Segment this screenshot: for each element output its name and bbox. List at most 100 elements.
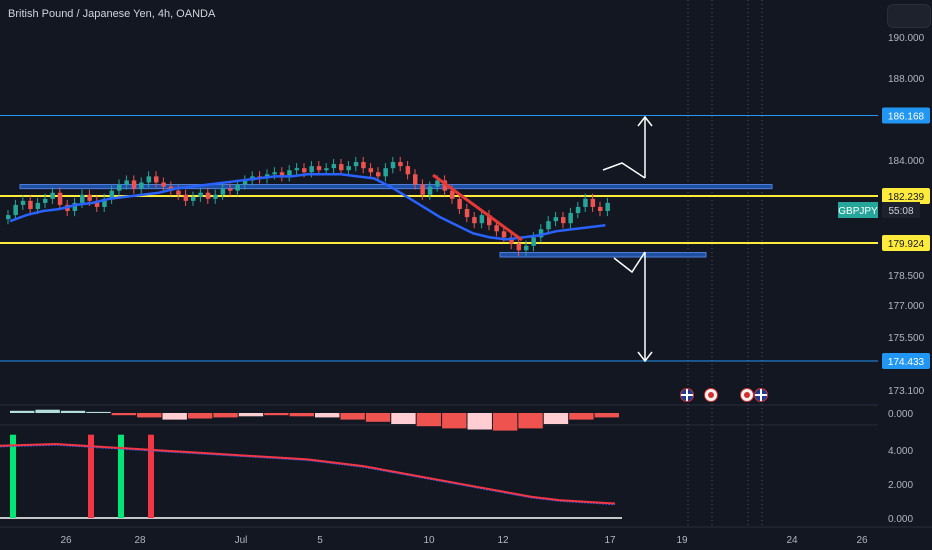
- candle-body: [57, 192, 63, 205]
- price-tag-label: 182.239: [888, 192, 925, 203]
- candle-body: [117, 184, 122, 191]
- candle-body: [531, 237, 536, 246]
- price-tag-label: 186.168: [888, 112, 925, 123]
- signal-bar: [88, 434, 94, 518]
- time-tick-label: 5: [317, 535, 323, 546]
- jp-flag-icon[interactable]: [704, 388, 718, 402]
- candle-body: [191, 196, 196, 201]
- candle-body: [302, 168, 307, 173]
- candle-body: [316, 166, 322, 171]
- candle-body: [442, 180, 448, 191]
- candle-body: [398, 162, 403, 167]
- histogram-bar: [416, 413, 442, 427]
- candle-body: [568, 213, 573, 224]
- histogram-bar: [594, 413, 619, 418]
- histogram-axis-label: 0.000: [888, 409, 913, 420]
- candle-body: [390, 162, 396, 169]
- time-tick-label: Jul: [235, 535, 248, 546]
- candle-body: [161, 182, 166, 187]
- candle-body: [546, 221, 551, 230]
- jp-flag-icon[interactable]: [740, 388, 754, 402]
- candle-body: [405, 166, 411, 175]
- histogram-bar: [289, 413, 314, 417]
- candle-body: [102, 198, 107, 207]
- candle-body: [590, 198, 596, 207]
- candle-body: [435, 180, 440, 187]
- histogram-bar: [340, 413, 365, 420]
- time-tick-label: 24: [786, 535, 798, 546]
- candle-body: [228, 188, 233, 191]
- annotation-path: [602, 162, 646, 179]
- candle-body: [176, 190, 181, 195]
- histogram-bar: [365, 413, 391, 422]
- uk-flag-icon[interactable]: [680, 388, 694, 402]
- time-tick-label: 19: [676, 535, 688, 546]
- signal-bar: [118, 434, 124, 518]
- candle-body: [20, 200, 26, 205]
- time-tick-label: 12: [497, 535, 509, 546]
- candle-body: [235, 184, 240, 191]
- candle-body: [94, 200, 100, 207]
- candle-body: [427, 186, 433, 195]
- candle-body: [479, 215, 485, 224]
- price-tag: [882, 353, 930, 369]
- candle-body: [183, 194, 189, 201]
- time-tick-label: 26: [60, 535, 72, 546]
- histogram-bar: [315, 413, 340, 418]
- time-tick-label: 28: [134, 535, 146, 546]
- candle-body: [361, 162, 366, 169]
- price-tick-label: 175.500: [888, 333, 925, 344]
- histogram-bar: [60, 410, 86, 413]
- histogram-bar: [467, 413, 492, 430]
- histogram-bar: [543, 413, 569, 424]
- price-tag-label: 179.924: [888, 239, 925, 250]
- histogram-bar: [10, 410, 35, 413]
- resistance-zone: [499, 252, 707, 258]
- candle-body: [28, 200, 33, 209]
- candle-body: [605, 202, 610, 212]
- toolbar-button[interactable]: [887, 4, 931, 28]
- time-tick-label: 17: [604, 535, 616, 546]
- candle-body: [213, 194, 218, 199]
- price-tick-label: 177.000: [888, 301, 925, 312]
- countdown-tag: [882, 202, 920, 218]
- price-tick-label: 190.000: [888, 33, 925, 44]
- uk-flag-icon[interactable]: [754, 388, 768, 402]
- candle-body: [205, 192, 211, 199]
- candle-body: [124, 180, 129, 185]
- candle-body: [339, 164, 344, 171]
- candle-body: [583, 198, 588, 207]
- down-arrow-head: [637, 351, 653, 363]
- oscillator-line-red: [0, 443, 616, 505]
- moving-average-line: [9, 173, 606, 241]
- histogram-bar: [213, 413, 238, 418]
- price-tag-label: 174.433: [888, 357, 925, 368]
- candle-body: [35, 202, 41, 209]
- histogram-bar: [86, 411, 111, 413]
- candle-body: [487, 215, 492, 226]
- candle-body: [420, 184, 425, 195]
- candle-body: [376, 172, 381, 177]
- signal-bar: [10, 434, 16, 518]
- candle-body: [80, 194, 85, 203]
- candle-body: [472, 217, 477, 224]
- candle-body: [220, 188, 226, 195]
- price-tick-label: 173.100: [888, 386, 925, 397]
- candle-body: [353, 162, 359, 167]
- price-tick-label: 184.000: [888, 156, 925, 167]
- trend-line: [432, 173, 523, 242]
- candle-body: [272, 172, 277, 175]
- time-tick-label: 10: [423, 535, 435, 546]
- candle-body: [561, 217, 566, 224]
- histogram-bar: [569, 413, 594, 420]
- chart-title: British Pound / Japanese Yen, 4h, OANDA: [8, 8, 216, 20]
- countdown-label: 55:08: [888, 206, 913, 217]
- candle-body: [575, 206, 581, 214]
- time-tick-label: 26: [856, 535, 868, 546]
- candle-body: [457, 198, 462, 209]
- oscillator-tick-label: 0.000: [888, 514, 913, 525]
- up-arrow-head: [637, 115, 653, 127]
- oscillator-tick-label: 2.000: [888, 480, 913, 491]
- candle-body: [450, 190, 455, 199]
